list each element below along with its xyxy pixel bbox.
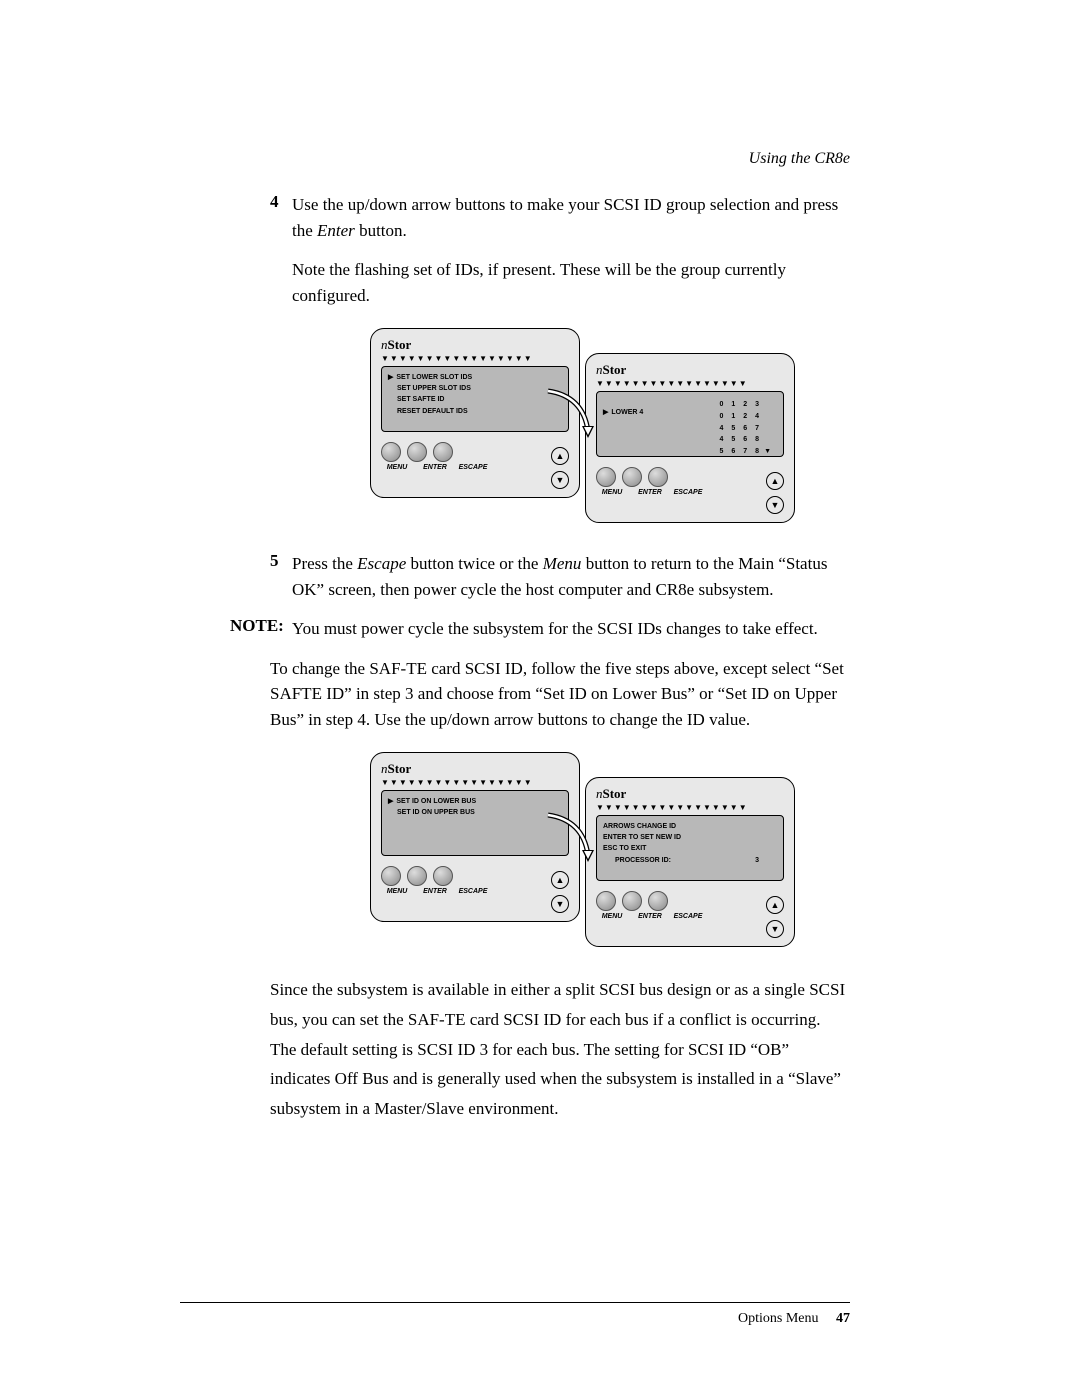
t: Escape [357, 554, 406, 573]
button-row [596, 891, 784, 911]
menu-label: MENU [596, 489, 628, 496]
t: button twice or the [406, 554, 542, 573]
step-4-number: 4 [270, 192, 292, 243]
diagram-2-right-panel: nStor ▼▼▼▼▼▼▼▼▼▼▼▼▼▼▼▼▼ ARROWS CHANGE ID… [585, 777, 795, 947]
lcd-screen-left: ▶SET LOWER SLOT IDS SET UPPER SLOT IDS S… [381, 366, 569, 432]
step-4-text-enter: Enter [317, 221, 355, 240]
lower-label: LOWER 4 [611, 407, 643, 418]
enter-button[interactable] [407, 442, 427, 462]
enter-button[interactable] [407, 866, 427, 886]
brand-logo: nStor [381, 761, 569, 777]
diagram-2-left-panel: nStor ▼▼▼▼▼▼▼▼▼▼▼▼▼▼▼▼▼ ▶SET ID ON LOWER… [370, 752, 580, 922]
id-grid: 0123 0124 4567 4568 5678▼ [714, 398, 773, 459]
brand-stor: Stor [388, 337, 412, 352]
menu-button[interactable] [596, 467, 616, 487]
note-label: NOTE: [230, 616, 292, 642]
note-row: NOTE: You must power cycle the subsystem… [270, 616, 850, 642]
menu-button[interactable] [596, 891, 616, 911]
button-row [596, 467, 784, 487]
enter-label: ENTER [634, 489, 666, 496]
lcd-screen-left: ▶SET ID ON LOWER BUS SET ID ON UPPER BUS [381, 790, 569, 856]
enter-label: ENTER [419, 888, 451, 895]
lcd-line: ENTER TO SET NEW ID [603, 832, 681, 843]
triangle-row: ▼▼▼▼▼▼▼▼▼▼▼▼▼▼▼▼▼ [381, 355, 569, 363]
brand-stor: Stor [603, 786, 627, 801]
button-row [381, 442, 569, 462]
up-arrow-button[interactable]: ▲ [766, 472, 784, 490]
step-4: 4 Use the up/down arrow buttons to make … [270, 192, 850, 243]
footer-page-number: 47 [836, 1311, 850, 1326]
menu-item: SET LOWER SLOT IDS [396, 372, 472, 383]
triangle-row: ▼▼▼▼▼▼▼▼▼▼▼▼▼▼▼▼▼ [596, 380, 784, 388]
header-section-title: Using the CR8e [270, 150, 850, 168]
step-4-text-c: button. [355, 221, 407, 240]
lcd-line: ESC TO EXIT [603, 843, 646, 854]
step-4-text: Use the up/down arrow buttons to make yo… [292, 192, 850, 243]
triangle-row: ▼▼▼▼▼▼▼▼▼▼▼▼▼▼▼▼▼ [381, 779, 569, 787]
step-5: 5 Press the Escape button twice or the M… [270, 551, 850, 602]
up-arrow-button[interactable]: ▲ [551, 871, 569, 889]
page-footer: Options Menu 47 [180, 1302, 850, 1327]
pointer-icon: ▶ [388, 372, 393, 383]
escape-button[interactable] [648, 467, 668, 487]
diagram-2: nStor ▼▼▼▼▼▼▼▼▼▼▼▼▼▼▼▼▼ ▶SET ID ON LOWER… [370, 752, 790, 947]
diagram-1: nStor ▼▼▼▼▼▼▼▼▼▼▼▼▼▼▼▼▼ ▶SET LOWER SLOT … [370, 328, 790, 523]
menu-item: SET SAFTE ID [397, 394, 444, 405]
menu-label: MENU [596, 913, 628, 920]
down-arrow-button[interactable]: ▼ [551, 895, 569, 913]
step-4-note: Note the flashing set of IDs, if present… [292, 257, 850, 308]
escape-button[interactable] [433, 866, 453, 886]
escape-label: ESCAPE [457, 888, 489, 895]
proc-id-label: PROCESSOR ID: [615, 855, 671, 866]
escape-label: ESCAPE [672, 913, 704, 920]
enter-button[interactable] [622, 467, 642, 487]
button-row [381, 866, 569, 886]
brand-stor: Stor [388, 761, 412, 776]
enter-label: ENTER [634, 913, 666, 920]
diagram-1-left-panel: nStor ▼▼▼▼▼▼▼▼▼▼▼▼▼▼▼▼▼ ▶SET LOWER SLOT … [370, 328, 580, 498]
safte-para: To change the SAF-TE card SCSI ID, follo… [270, 656, 850, 733]
escape-button[interactable] [648, 891, 668, 911]
t: Press the [292, 554, 357, 573]
escape-label: ESCAPE [672, 489, 704, 496]
lcd-line: ARROWS CHANGE ID [603, 821, 676, 832]
enter-label: ENTER [419, 464, 451, 471]
enter-button[interactable] [622, 891, 642, 911]
down-arrow-button[interactable]: ▼ [551, 471, 569, 489]
t: Menu [543, 554, 582, 573]
triangle-row: ▼▼▼▼▼▼▼▼▼▼▼▼▼▼▼▼▼ [596, 804, 784, 812]
lcd-screen-right: ARROWS CHANGE ID ENTER TO SET NEW ID ESC… [596, 815, 784, 881]
note-text: You must power cycle the subsystem for t… [292, 616, 818, 642]
menu-item: SET ID ON LOWER BUS [396, 796, 476, 807]
menu-button[interactable] [381, 866, 401, 886]
step-5-text: Press the Escape button twice or the Men… [292, 551, 850, 602]
brand-logo: nStor [596, 362, 784, 378]
diagram-1-right-panel: nStor ▼▼▼▼▼▼▼▼▼▼▼▼▼▼▼▼▼ ▶LOWER 4 0123 01… [585, 353, 795, 523]
down-arrow-button[interactable]: ▼ [766, 920, 784, 938]
footer-label: Options Menu [738, 1311, 819, 1326]
proc-id-value: 3 [755, 855, 759, 866]
up-arrow-button[interactable]: ▲ [766, 896, 784, 914]
escape-label: ESCAPE [457, 464, 489, 471]
lcd-screen-right: ▶LOWER 4 0123 0124 4567 4568 5678▼ [596, 391, 784, 457]
brand-logo: nStor [381, 337, 569, 353]
up-arrow-button[interactable]: ▲ [551, 447, 569, 465]
escape-button[interactable] [433, 442, 453, 462]
menu-button[interactable] [381, 442, 401, 462]
menu-item: SET UPPER SLOT IDS [397, 383, 471, 394]
step-5-number: 5 [270, 551, 292, 602]
pointer-icon: ▶ [388, 796, 393, 807]
menu-item: SET ID ON UPPER BUS [397, 807, 475, 818]
safte-lead: To change the SAF-TE card SCSI ID [270, 659, 523, 678]
brand-stor: Stor [603, 362, 627, 377]
brand-logo: nStor [596, 786, 784, 802]
final-paragraph: Since the subsystem is available in eith… [270, 975, 850, 1124]
menu-label: MENU [381, 888, 413, 895]
menu-label: MENU [381, 464, 413, 471]
down-arrow-button[interactable]: ▼ [766, 496, 784, 514]
menu-item: RESET DEFAULT IDS [397, 406, 468, 417]
pointer-icon: ▶ [603, 407, 608, 418]
